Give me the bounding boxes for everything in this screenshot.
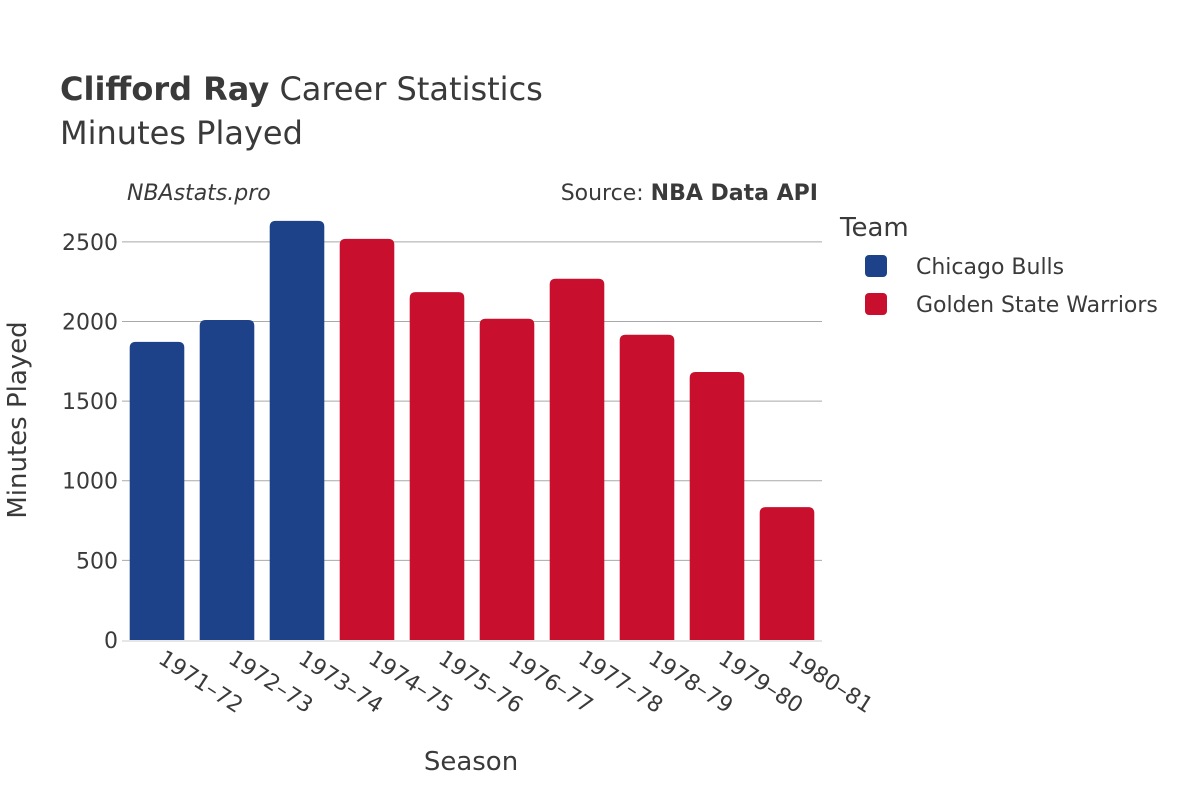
legend-swatch-chicago-bulls [865,255,887,277]
y-tick-label: 1500 [62,390,118,415]
bar-1979–80[interactable] [689,371,745,640]
source-label: Source: NBA Data API [561,181,818,206]
bar-1975–76[interactable] [409,292,465,640]
legend-label-chicago-bulls[interactable]: Chicago Bulls [916,255,1064,280]
title-rest: Career Statistics [269,70,543,108]
legend-title: Team [839,213,909,243]
bar-1973–74[interactable] [269,220,325,640]
bar-1978–79[interactable] [619,334,675,640]
y-tick-label: 2500 [62,231,118,256]
source-prefix: Source: [561,181,651,206]
bar-1971–72[interactable] [129,341,185,640]
bar-1977–78[interactable] [549,278,605,640]
chart-subtitle: Minutes Played [60,114,303,152]
chart-title: Clifford Ray Career Statistics [60,70,543,108]
bar-1976–77[interactable] [479,318,535,640]
y-axis-title: Minutes Played [3,321,33,518]
bar-1974–75[interactable] [339,238,395,640]
bar-1972–73[interactable] [199,320,255,640]
legend-swatch-golden-state-warriors [865,293,887,315]
y-tick-label: 1000 [62,470,118,495]
brand-label: NBAstats.pro [127,181,271,206]
legend: Team Chicago Bulls Golden State Warriors [839,213,1158,318]
y-tick-label: 0 [104,629,118,654]
x-axis-ticks: 1971–721972–731973–741974–751975–761976–… [154,646,877,719]
y-axis-ticks: 0 500 1000 1500 2000 2500 [62,231,118,654]
title-player-name: Clifford Ray [60,70,269,108]
bar-1980–81[interactable] [759,507,815,640]
source-name: NBA Data API [651,181,818,206]
y-tick-label: 2000 [62,310,118,335]
bars [129,220,815,640]
x-axis-title: Season [424,747,518,777]
y-tick-label: 500 [76,549,118,574]
legend-label-golden-state-warriors[interactable]: Golden State Warriors [916,293,1158,318]
